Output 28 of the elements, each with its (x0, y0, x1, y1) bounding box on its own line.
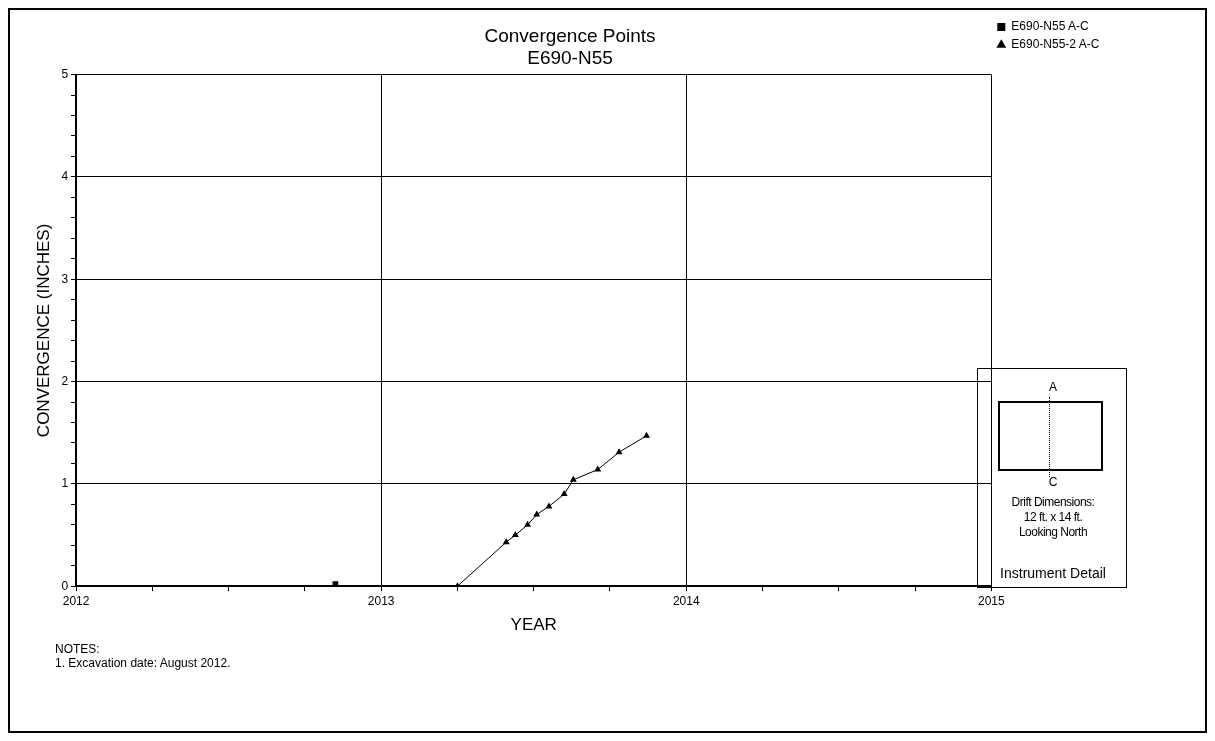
point (560, 490, 568, 497)
y-tick-label: 5 (61, 66, 69, 81)
y-tick-label: 3 (61, 271, 69, 286)
point (533, 510, 541, 517)
x-tick-label: 2013 (367, 593, 395, 608)
point (643, 431, 651, 438)
point (511, 531, 519, 538)
y-tick-label: 2 (61, 373, 69, 388)
x-tick-label: 2012 (62, 593, 90, 608)
text: NOTES: (55, 642, 101, 656)
x-axis-title: YEAR (510, 615, 557, 635)
chart-title: Convergence Points (484, 24, 656, 46)
x-tick-label: 2015 (977, 593, 1005, 608)
point (615, 448, 623, 455)
chart-subtitle: E690-N55 (527, 47, 613, 69)
drift-diagram: A C Drift Dimensions: 12 ft. x 14 ft. Looking North Instrument Detail (977, 368, 1127, 588)
point (524, 520, 532, 527)
y-tick-label: 0 (61, 578, 69, 593)
legend-label: E690-N55-2 A-C (1011, 37, 1100, 52)
text: 1. Excavation date: August 2012. (55, 656, 231, 670)
x-tick-label: 2014 (672, 593, 700, 608)
point (594, 465, 602, 472)
point (569, 475, 577, 482)
y-tick-label: 1 (61, 476, 69, 491)
point (502, 538, 510, 545)
y-tick-label: 4 (61, 169, 69, 184)
y-axis-title: CONVERGENCE (INCHES) (33, 223, 53, 438)
legend-label: E690-N55 A-C (1011, 19, 1089, 34)
